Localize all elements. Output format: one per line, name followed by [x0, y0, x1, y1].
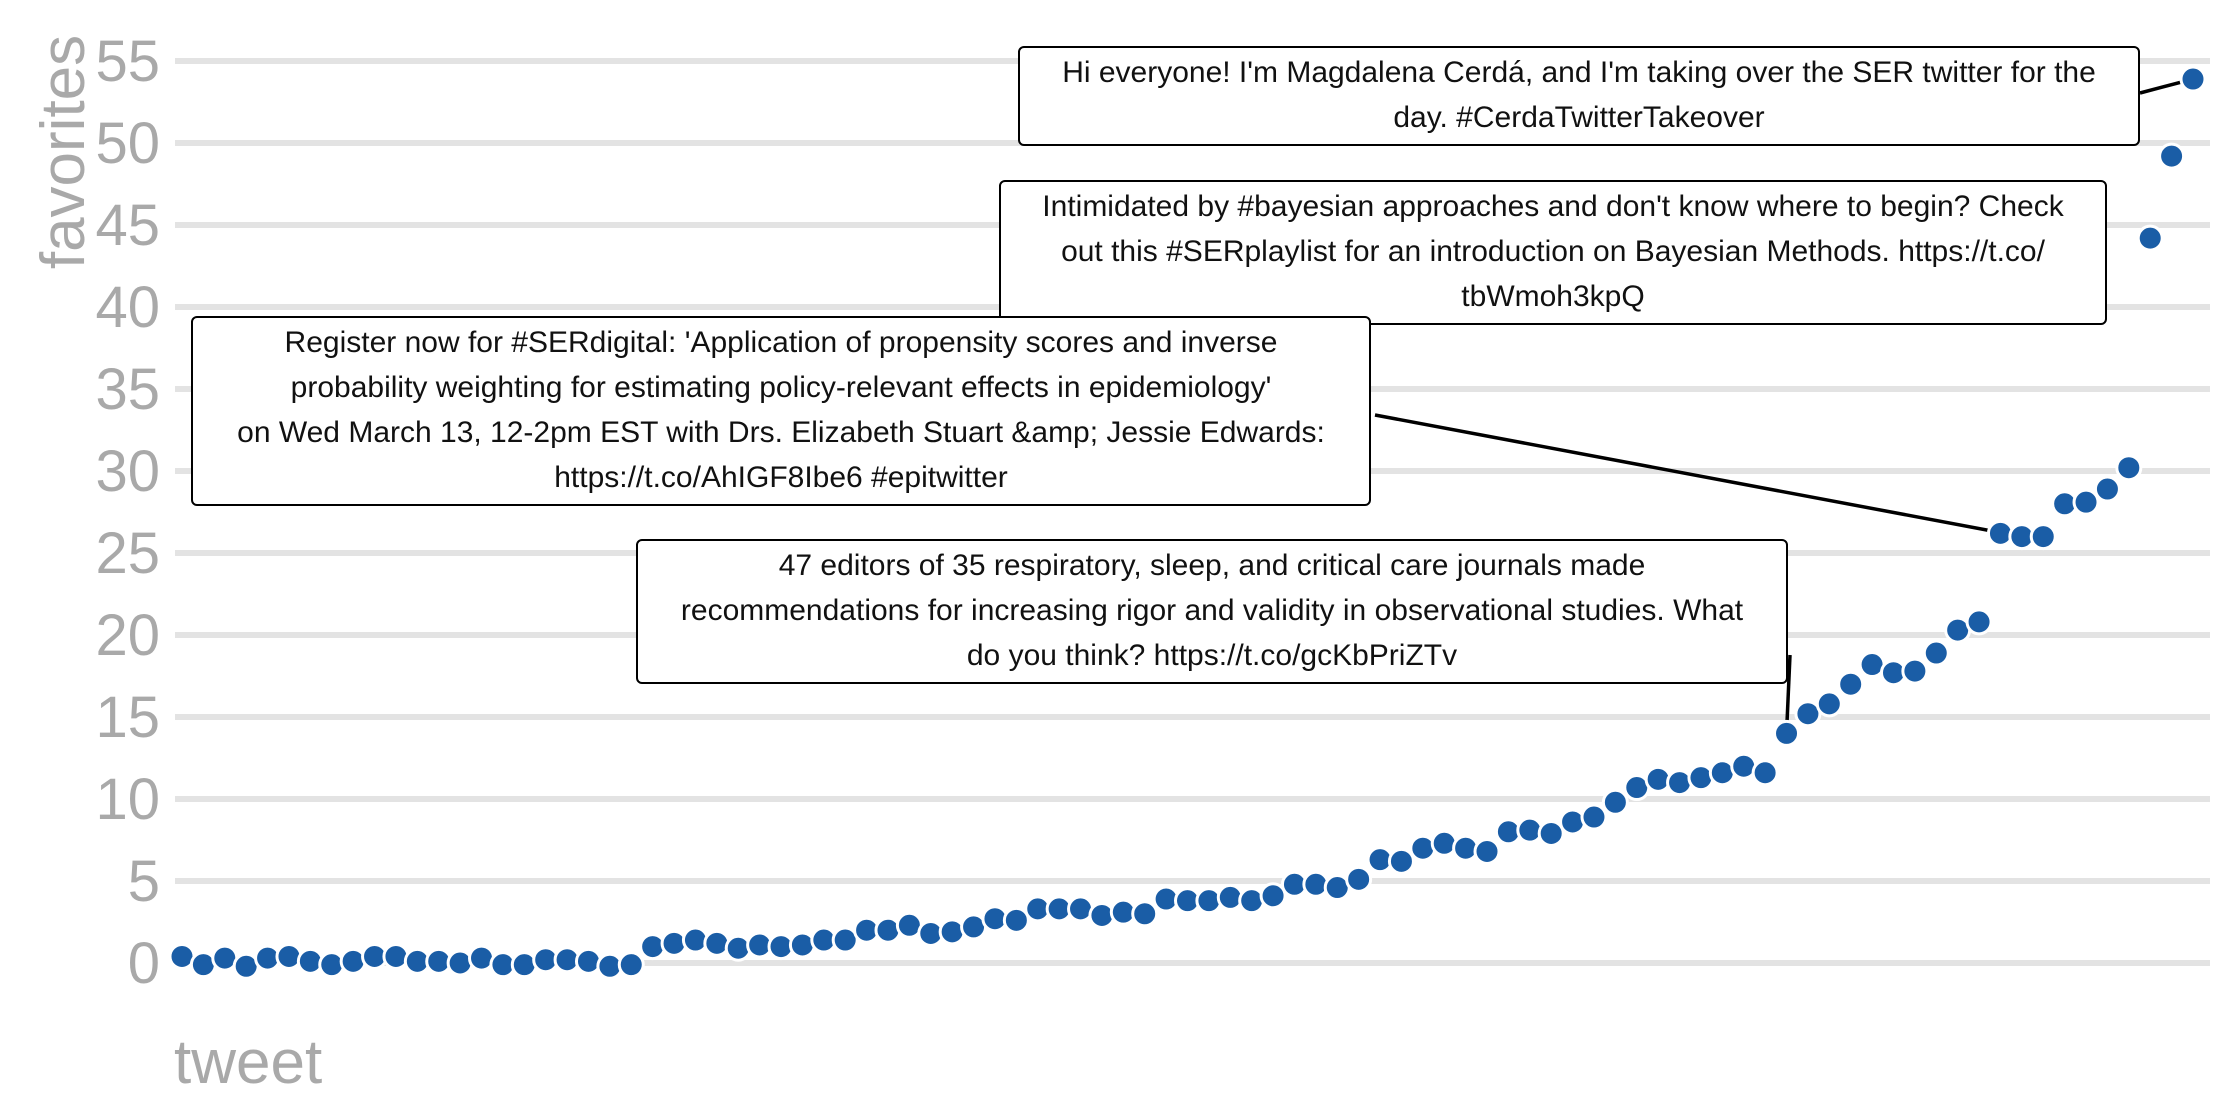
- y-tick-label: 40: [95, 275, 160, 340]
- data-point: [1131, 900, 1159, 928]
- data-point: [1259, 882, 1287, 910]
- annotation-callout: Hi everyone! I'm Magdalena Cerdá, and I'…: [1018, 46, 2140, 146]
- data-point: [2093, 475, 2121, 503]
- y-tick-label: 20: [95, 603, 160, 668]
- data-point: [2072, 488, 2100, 516]
- y-tick-label: 30: [95, 439, 160, 504]
- annotation-callout: Intimidated by #bayesian approaches and …: [999, 180, 2107, 325]
- data-point: [1837, 670, 1865, 698]
- y-tick-label: 10: [95, 767, 160, 832]
- data-point: [1345, 865, 1373, 893]
- y-tick-label: 5: [128, 849, 160, 914]
- data-point: [2158, 142, 2186, 170]
- y-axis-label: favorites: [29, 35, 98, 269]
- data-point: [1773, 719, 1801, 747]
- data-points: [168, 65, 2207, 980]
- data-point: [617, 951, 645, 979]
- data-point: [831, 926, 859, 954]
- data-point: [1002, 906, 1030, 934]
- y-tick-label: 15: [95, 685, 160, 750]
- data-point: [2115, 454, 2143, 482]
- data-point: [1815, 690, 1843, 718]
- y-tick-label: 55: [95, 29, 160, 94]
- y-tick-label: 35: [95, 357, 160, 422]
- data-point: [1580, 803, 1608, 831]
- data-point: [2179, 65, 2207, 93]
- y-tick-label: 50: [95, 111, 160, 176]
- data-point: [1794, 700, 1822, 728]
- annotation-callout: 47 editors of 35 respiratory, sleep, and…: [636, 539, 1788, 684]
- y-tick-label: 25: [95, 521, 160, 586]
- data-point: [1387, 847, 1415, 875]
- data-point: [2136, 224, 2164, 252]
- data-point: [1601, 788, 1629, 816]
- y-tick-label: 0: [128, 931, 160, 996]
- data-point: [1751, 759, 1779, 787]
- data-point: [1901, 657, 1929, 685]
- annotation-leader-line: [1374, 413, 2023, 539]
- data-point: [1537, 819, 1565, 847]
- data-point: [1965, 608, 1993, 636]
- y-tick-label: 45: [95, 193, 160, 258]
- annotation-callout: Register now for #SERdigital: 'Applicati…: [191, 316, 1371, 506]
- y-tick-labels: 0 5 10 15 20 25 30 35 40 45 50 55: [95, 29, 160, 996]
- data-point: [1473, 837, 1501, 865]
- data-point: [2029, 523, 2057, 551]
- data-point: [1922, 639, 1950, 667]
- x-axis-label: tweet: [174, 1028, 322, 1097]
